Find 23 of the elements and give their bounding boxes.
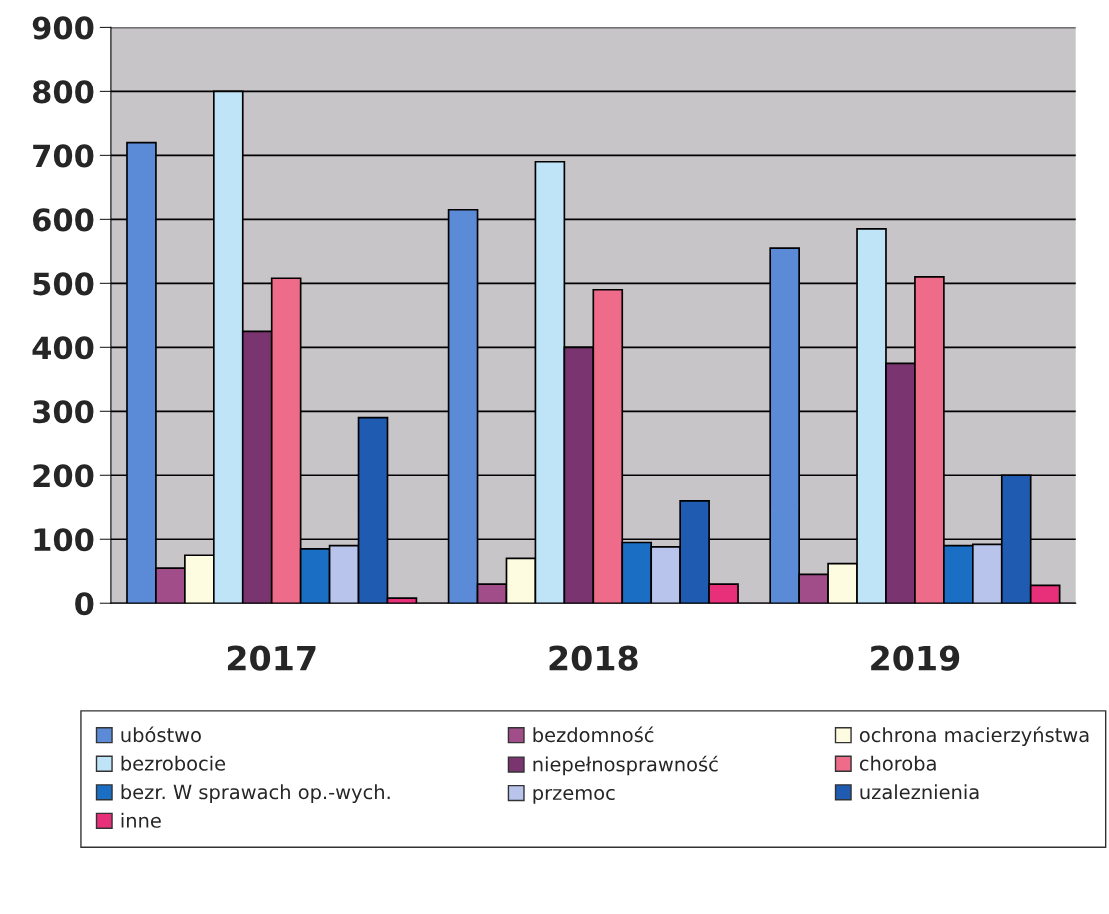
y-tick-label: 200 [33,464,94,488]
legend-label: bezrobocie [121,755,226,771]
legend-label: inne [121,812,161,828]
x-tick-label: 2019 [871,645,960,671]
legend-label: uzaleznienia [860,784,979,800]
y-tick-label: 100 [34,528,94,552]
y-tick-label: 500 [33,272,94,296]
legend-label: bezdomność [533,726,654,743]
legend-label: niepełnosprawność [533,755,718,776]
legend-label: choroba [859,755,936,771]
y-tick-label: 400 [32,336,94,360]
y-tick-label: 800 [33,80,94,104]
legend-label: ochrona macierzyństwa [859,726,1089,746]
legend-label: bezr. W sprawach op.-wych. [121,784,390,804]
y-tick-label: 300 [33,400,94,424]
x-tick-label: 2018 [549,645,638,671]
y-tick-label: 900 [32,16,94,40]
x-tick-label: 2017 [227,645,316,671]
legend-label: przemoc [533,788,615,804]
y-tick-label: 0 [75,592,94,616]
y-tick-label: 700 [33,144,94,168]
y-tick-label: 600 [33,208,94,232]
legend-label: ubóstwo [121,726,201,743]
